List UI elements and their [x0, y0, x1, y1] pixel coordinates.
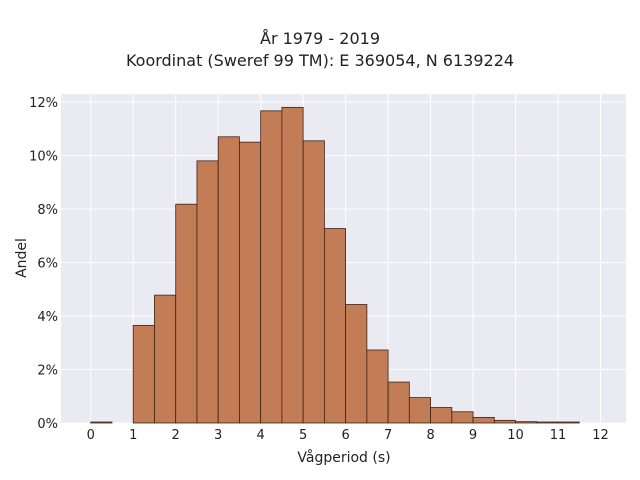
y-tick-label: 6%	[37, 257, 58, 272]
chart-title: År 1979 - 2019	[260, 29, 380, 48]
histogram-bar	[154, 294, 177, 424]
y-tick-label: 4%	[37, 310, 58, 325]
x-tick-label: 5	[299, 428, 307, 443]
histogram-bar	[515, 421, 538, 424]
histogram-bar	[387, 381, 410, 424]
histogram-bar	[557, 421, 580, 424]
histogram-bar	[366, 349, 389, 424]
histogram-bar	[536, 421, 559, 424]
histogram-bar	[345, 304, 368, 424]
y-tick-label: 8%	[37, 203, 58, 218]
x-tick-label: 1	[129, 428, 137, 443]
x-axis-ticks: 0 1 2 3 4 5 6 7 8 9 10 11 12	[87, 428, 609, 443]
histogram-bar	[196, 160, 219, 424]
histogram-bar	[430, 407, 453, 424]
x-tick-label: 10	[507, 428, 524, 443]
chart-subtitle: Koordinat (Sweref 99 TM): E 369054, N 61…	[125, 51, 515, 70]
histogram-bar	[408, 397, 431, 424]
bars	[90, 106, 580, 424]
x-tick-label: 3	[214, 428, 222, 443]
x-tick-label: 0	[87, 428, 95, 443]
x-axis-label: Vågperiod (s)	[297, 449, 390, 466]
histogram-bar	[451, 411, 474, 424]
histogram-bar	[175, 203, 198, 424]
x-tick-label: 8	[426, 428, 434, 443]
histogram-bar	[90, 421, 113, 424]
histogram-bar	[472, 416, 495, 424]
histogram-bar	[323, 228, 347, 424]
x-tick-label: 11	[550, 428, 567, 443]
histogram-bar	[132, 324, 155, 424]
histogram-bar	[260, 110, 283, 424]
y-tick-label: 12%	[29, 96, 58, 111]
histogram-bar	[493, 419, 516, 424]
y-axis-label: Andel	[14, 238, 30, 278]
x-tick-label: 2	[172, 428, 180, 443]
x-tick-label: 6	[341, 428, 349, 443]
x-tick-label: 7	[384, 428, 392, 443]
histogram-bar	[217, 136, 240, 424]
histogram-bar	[302, 140, 325, 424]
histogram-bar	[239, 141, 262, 424]
x-tick-label: 9	[469, 428, 477, 443]
y-tick-label: 2%	[37, 364, 58, 379]
y-tick-label: 10%	[29, 150, 58, 165]
y-axis-ticks: 0% 2% 4% 6% 8% 10% 12%	[29, 96, 58, 432]
y-tick-label: 0%	[37, 417, 58, 432]
histogram-bar	[281, 106, 304, 424]
x-tick-label: 12	[592, 428, 609, 443]
x-tick-label: 4	[257, 428, 265, 443]
